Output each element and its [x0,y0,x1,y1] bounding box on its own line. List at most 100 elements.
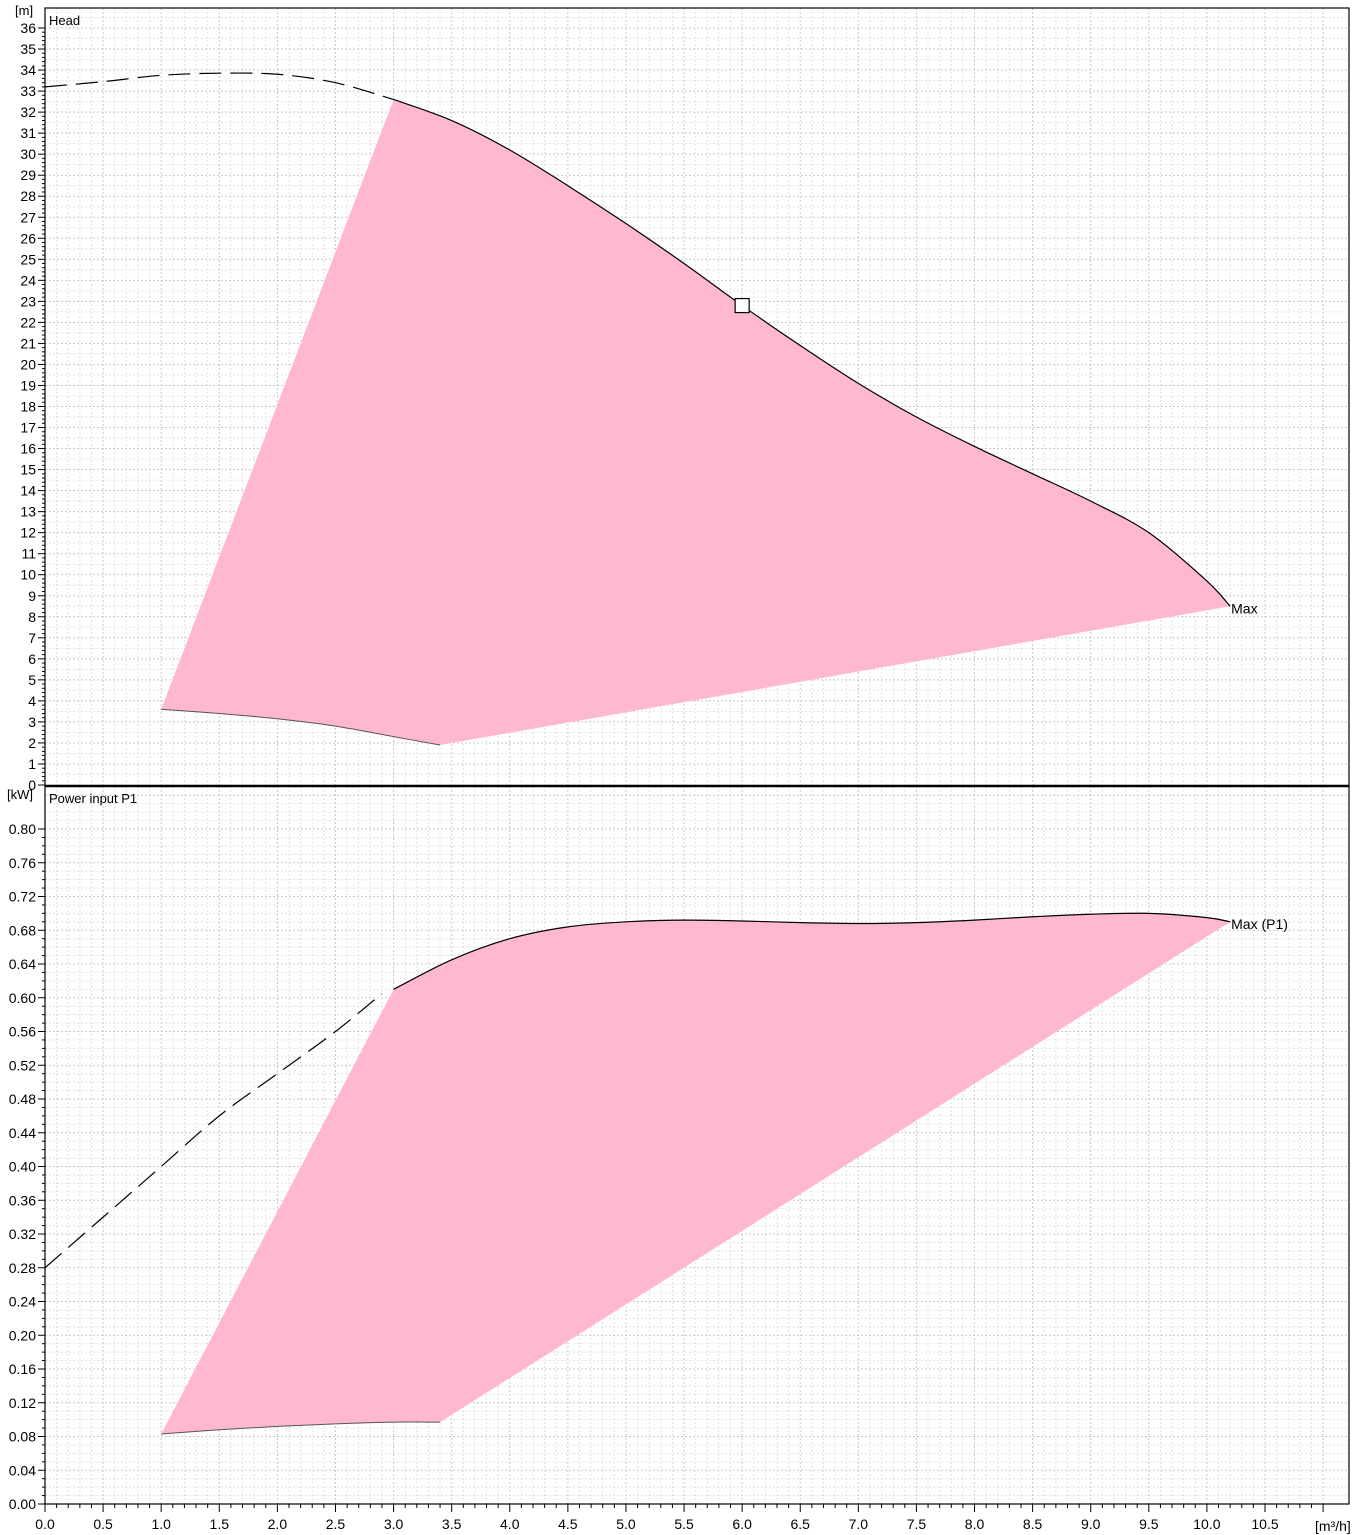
power-y-tick-label: 0.16 [9,1361,36,1377]
head-y-tick-label: 28 [20,188,36,204]
power-max-label: Max (P1) [1231,916,1288,932]
x-tick-label: 8.0 [965,1516,985,1532]
head-y-tick-label: 0 [28,777,36,793]
power-y-tick-label: 0.32 [9,1226,36,1242]
power-y-tick-label: 0.36 [9,1192,36,1208]
head-y-tick-label: 21 [20,335,36,351]
x-tick-label: 5.0 [616,1516,636,1532]
head-y-tick-label: 22 [20,314,36,330]
power-dashed-extension [44,993,383,1269]
power-y-tick-label: 0.20 [9,1327,36,1343]
head-y-tick-label: 25 [20,251,36,267]
head-unit-label: [m] [15,3,33,18]
power-panel-title: Power input P1 [49,791,137,806]
frame [44,7,1350,1505]
head-y-tick-label: 34 [20,62,36,78]
head-dashed-extension [44,72,394,101]
x-tick-label: 10.0 [1193,1516,1220,1532]
power-y-tick-label: 0.64 [9,956,36,972]
power-y-tick-label: 0.76 [9,855,36,871]
head-y-tick-label: 7 [28,630,36,646]
x-tick-label: 4.5 [558,1516,578,1532]
head-y-tick-label: 31 [20,125,36,141]
power-y-tick-label: 0.08 [9,1429,36,1445]
head-y-tick-label: 14 [20,483,36,499]
power-unit-label: [kW] [7,787,33,802]
head-y-tick-label: 13 [20,504,36,520]
ticks: 0123456789101112131415161718192021222324… [9,20,1324,1532]
head-y-tick-label: 1 [28,756,36,772]
power-y-tick-label: 0.40 [9,1159,36,1175]
power-max-curve [393,912,1231,990]
fill-areas [161,99,1231,1434]
x-tick-label: 6.5 [791,1516,811,1532]
head-y-tick-label: 3 [28,714,36,730]
head-y-tick-label: 33 [20,83,36,99]
power-y-tick-label: 0.00 [9,1496,36,1512]
power-y-tick-label: 0.60 [9,990,36,1006]
x-tick-label: 6.0 [732,1516,752,1532]
head-y-tick-label: 23 [20,293,36,309]
head-y-tick-label: 11 [21,546,36,562]
x-tick-label: 9.0 [1081,1516,1101,1532]
x-tick-label: 2.0 [268,1516,288,1532]
head-y-tick-label: 8 [28,609,36,625]
head-y-tick-label: 19 [20,377,36,393]
power-y-tick-label: 0.52 [9,1057,36,1073]
head-y-tick-label: 9 [28,588,36,604]
head-y-tick-label: 12 [20,525,36,541]
power-y-tick-label: 0.68 [9,922,36,938]
x-tick-label: 2.5 [326,1516,346,1532]
power-y-tick-label: 0.80 [9,821,36,837]
power-operating-area [161,913,1231,1434]
head-y-tick-label: 16 [20,441,36,457]
x-tick-label: 7.5 [907,1516,927,1532]
power-y-tick-label: 0.72 [9,889,36,905]
head-max-curve [393,98,1231,607]
x-tick-label: 0.5 [93,1516,113,1532]
head-min-curve [161,708,441,746]
head-y-tick-label: 35 [20,41,36,57]
power-y-tick-label: 0.24 [9,1294,36,1310]
x-tick-label: 5.5 [674,1516,694,1532]
head-y-tick-label: 27 [20,209,36,225]
head-y-tick-label: 30 [20,146,36,162]
head-y-tick-label: 4 [28,693,36,709]
head-y-tick-label: 10 [20,567,36,583]
head-y-tick-label: 24 [20,272,36,288]
x-tick-label: 10.5 [1251,1516,1278,1532]
head-y-tick-label: 32 [20,104,36,120]
head-operating-area [161,99,1231,746]
head-y-tick-label: 26 [20,230,36,246]
power-y-tick-label: 0.04 [9,1462,36,1478]
head-y-tick-label: 29 [20,167,36,183]
x-tick-label: 9.5 [1139,1516,1159,1532]
x-tick-label: 1.0 [151,1516,171,1532]
power-y-tick-label: 0.12 [9,1395,36,1411]
curves [44,72,1231,1435]
head-y-tick-label: 15 [20,462,36,478]
power-y-tick-label: 0.44 [9,1125,36,1141]
x-tick-label: 4.0 [500,1516,520,1532]
operating-point-marker [734,297,750,314]
grid [44,8,1349,1505]
head-panel-title: Head [49,13,80,28]
x-tick-label: 3.0 [384,1516,404,1532]
x-tick-label: 0.0 [35,1516,55,1532]
head-y-tick-label: 18 [20,399,36,415]
x-tick-label: 7.0 [849,1516,869,1532]
head-y-tick-label: 17 [20,420,36,436]
x-tick-label: 3.5 [442,1516,462,1532]
power-y-tick-label: 0.56 [9,1024,36,1040]
head-y-tick-label: 5 [28,672,36,688]
head-y-tick-label: 20 [20,356,36,372]
power-min-curve [161,1421,441,1435]
power-y-tick-label: 0.48 [9,1091,36,1107]
head-y-tick-label: 36 [20,20,36,36]
head-y-tick-label: 6 [28,651,36,667]
x-tick-label: 1.5 [210,1516,230,1532]
x-axis-unit-label: [m³/h] [1315,1518,1351,1534]
head-y-tick-label: 2 [28,735,36,751]
x-tick-label: 8.5 [1023,1516,1043,1532]
